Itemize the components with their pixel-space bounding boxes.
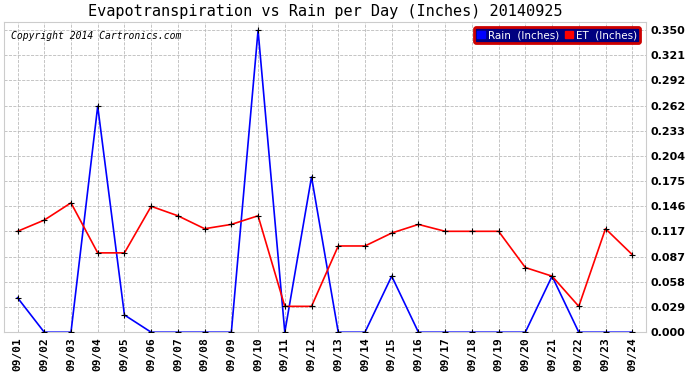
Legend: Rain  (Inches), ET  (Inches): Rain (Inches), ET (Inches): [473, 27, 640, 43]
Title: Evapotranspiration vs Rain per Day (Inches) 20140925: Evapotranspiration vs Rain per Day (Inch…: [88, 4, 562, 19]
Text: Copyright 2014 Cartronics.com: Copyright 2014 Cartronics.com: [10, 31, 181, 41]
